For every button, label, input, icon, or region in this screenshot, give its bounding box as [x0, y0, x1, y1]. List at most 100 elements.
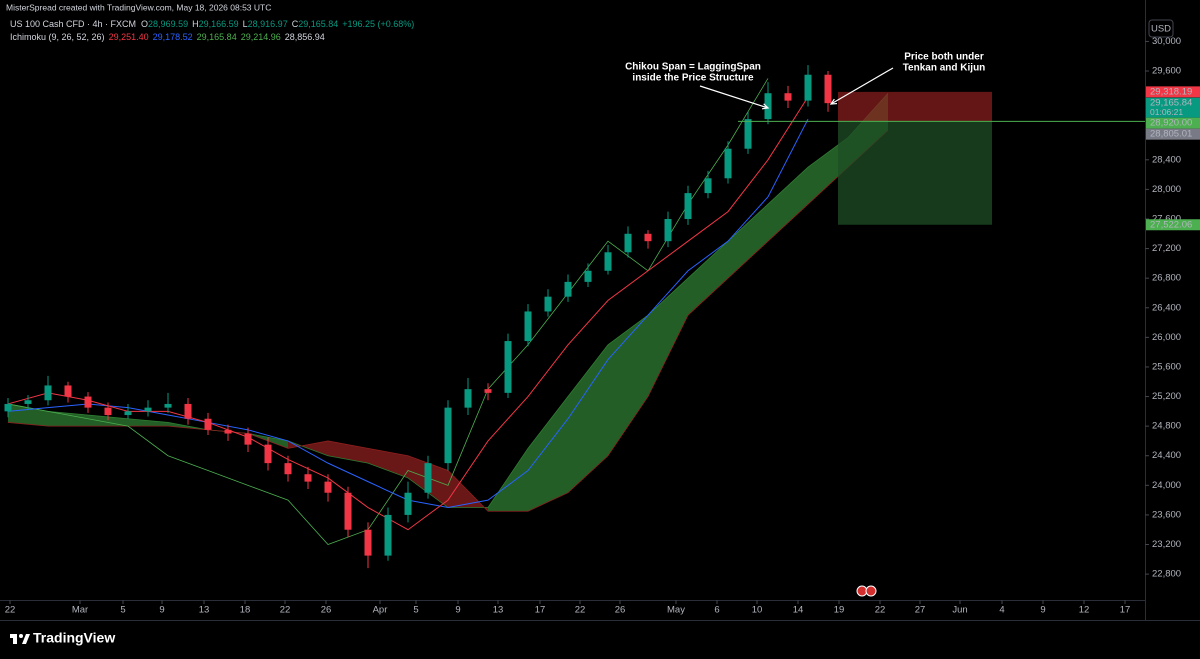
currency-box[interactable] — [1148, 19, 1174, 38]
credit: MisterSpread created with TradingView.co… — [6, 2, 271, 12]
candle-body — [304, 474, 312, 482]
candle-body — [764, 93, 772, 120]
stop-zone — [838, 91, 992, 122]
cloud-fill — [648, 278, 688, 397]
candle-body — [244, 433, 252, 445]
price-label-box — [1146, 117, 1200, 129]
ohlc-value: 28,916.97 — [248, 19, 288, 29]
x-tick-label: 5 — [120, 605, 125, 616]
x-tick-label: 6 — [714, 605, 719, 616]
y-tick-label: 23,200 — [1152, 539, 1181, 550]
y-tick-label: 27,200 — [1152, 243, 1181, 254]
candle-body — [164, 403, 172, 408]
event-markers — [856, 585, 877, 597]
indicator-line — [7, 78, 769, 545]
indicator-value: 28,856.94 — [285, 32, 325, 42]
currency: USD — [1151, 24, 1171, 35]
x-tick-label: Mar — [72, 605, 88, 616]
candle-body — [44, 385, 52, 401]
annotation: Chikou Span = LaggingSpan — [625, 62, 761, 73]
candle-body — [624, 233, 632, 253]
candle-body — [84, 396, 92, 408]
x-tick-label: 13 — [493, 605, 504, 616]
x-tick-label: 10 — [752, 605, 763, 616]
ohlc-value: 29,166.59 — [199, 19, 239, 29]
annotation-arrow — [830, 67, 894, 105]
x-tick-label: 5 — [413, 605, 418, 616]
price-label-box — [1146, 128, 1200, 140]
x-tick-label: May — [667, 605, 685, 616]
y-tick-label: 29,600 — [1152, 66, 1181, 77]
candle-body — [524, 311, 532, 342]
candle-body — [784, 93, 792, 101]
annotation-arrowhead — [829, 98, 838, 105]
candle-body — [684, 193, 692, 219]
ohlc-value: 28,969.59 — [148, 19, 188, 29]
candle-body — [104, 407, 112, 416]
y-tick-label: 26,800 — [1152, 273, 1181, 284]
candle-body — [704, 178, 712, 194]
cloud-fill — [568, 344, 608, 493]
candle-body — [484, 389, 492, 393]
footer: TradingView — [10, 630, 115, 646]
candle-body — [324, 481, 332, 493]
x-tick-label: 17 — [535, 605, 546, 616]
candle-body — [224, 429, 232, 434]
candle-body — [564, 281, 572, 297]
candle-body — [504, 341, 512, 393]
y-tick-label: 27,600 — [1152, 214, 1181, 225]
indicator-value: 29,214.96 — [241, 32, 281, 42]
logo-part — [22, 634, 30, 644]
x-tick-label: 9 — [1040, 605, 1045, 616]
x-tick-label: 4 — [999, 605, 1004, 616]
price-label: 28,805.01 — [1150, 129, 1192, 140]
cloud-fill — [608, 315, 648, 456]
candle-body — [184, 403, 192, 419]
y-tick-label: 24,400 — [1152, 450, 1181, 461]
ohlc-label: C — [292, 19, 299, 29]
x-tick-label: 26 — [615, 605, 626, 616]
candle-body — [204, 418, 212, 430]
indicator-value: 29,251.40 — [109, 32, 149, 42]
y-tick-label: 23,600 — [1152, 509, 1181, 520]
indicator-value: 29,178.52 — [153, 32, 193, 42]
ohlc-label: L — [243, 19, 248, 29]
candle-body — [64, 385, 72, 397]
x-tick-label: 17 — [1120, 605, 1131, 616]
y-tick-label: 25,600 — [1152, 361, 1181, 372]
price-label: 29,318.19 — [1150, 86, 1192, 97]
candle-body — [584, 270, 592, 282]
indicator: Ichimoku (9, 26, 52, 26) — [10, 32, 105, 42]
y-tick-label: 24,800 — [1152, 421, 1181, 432]
price-label-box — [1146, 86, 1200, 98]
target-zone — [838, 121, 992, 225]
brand-logo[interactable] — [10, 634, 30, 644]
candle-body — [724, 148, 732, 179]
cloud-fill — [528, 396, 568, 512]
candle-body — [664, 218, 672, 242]
x-tick-label: 12 — [1079, 605, 1090, 616]
candle-body — [744, 119, 752, 149]
symbol: US 100 Cash CFD · 4h · FXCM — [10, 19, 136, 29]
cloud-fill — [728, 204, 768, 279]
cloud-fill — [768, 167, 808, 242]
annotation-arrow — [699, 85, 769, 109]
candle-body — [124, 411, 132, 416]
annotation: Tenkan and Kijun — [903, 63, 986, 74]
change: +196.25 (+0.68%) — [342, 19, 414, 29]
x-tick-label: 22 — [575, 605, 586, 616]
plot-area — [4, 65, 1145, 569]
annotation: inside the Price Structure — [632, 73, 754, 84]
cloud-fill — [8, 403, 48, 427]
x-tick-label: Jun — [952, 605, 967, 616]
countdown: 01:06:21 — [1150, 107, 1183, 117]
x-tick-label: 9 — [159, 605, 164, 616]
event-marker[interactable] — [865, 585, 877, 597]
ohlc-label: H — [192, 19, 199, 29]
candle-body — [824, 74, 832, 104]
indicator-line: Ichimoku (9, 26, 52, 26) 29,251.40 29,178.… — [10, 32, 325, 42]
brand[interactable]: TradingView — [33, 630, 115, 646]
